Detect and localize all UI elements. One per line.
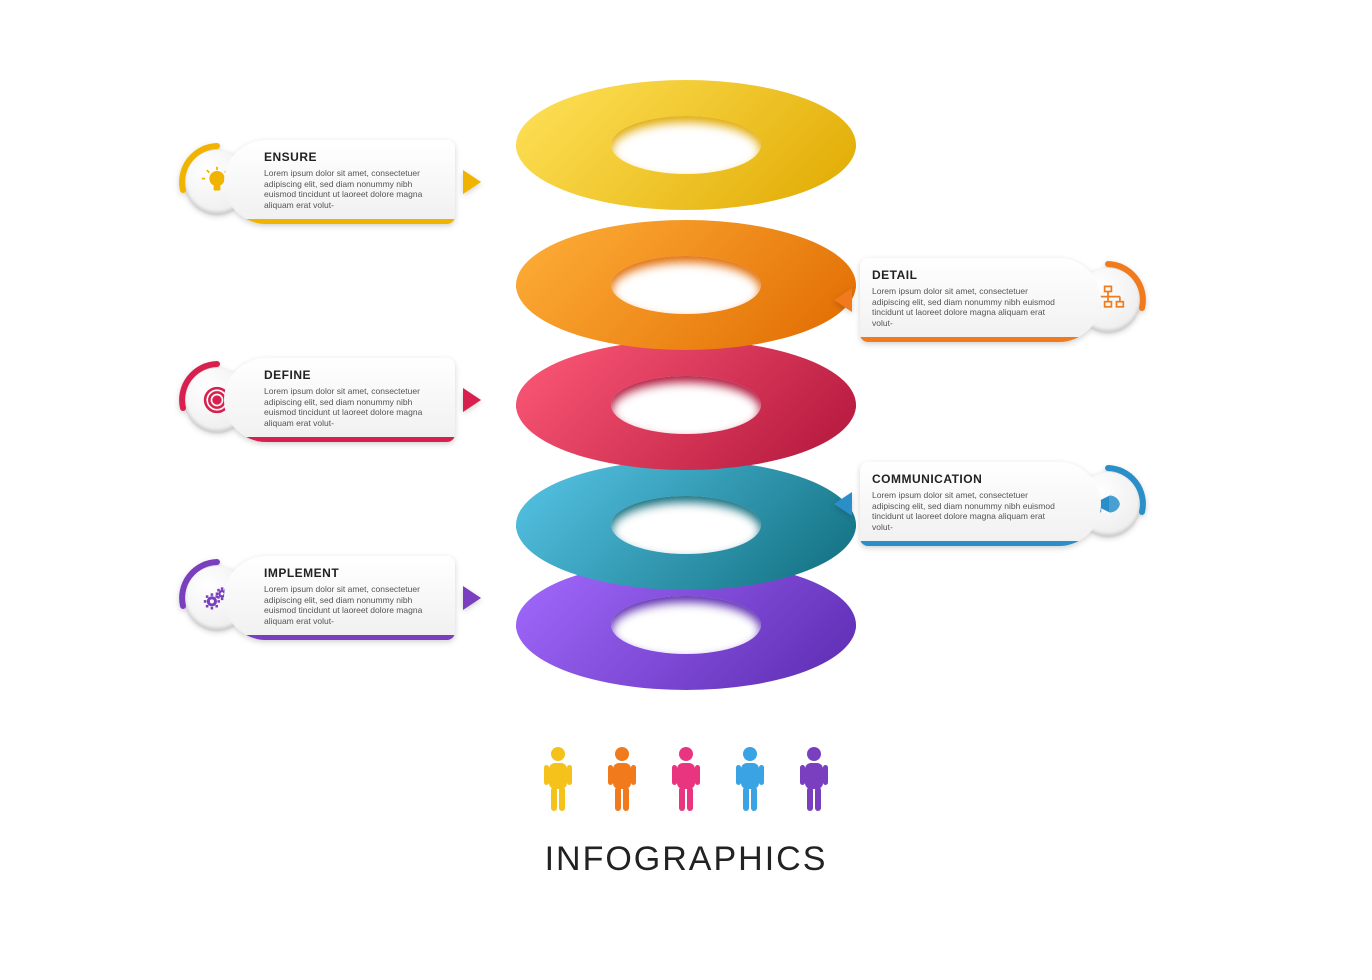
- card-body: IMPLEMENT Lorem ipsum dolor sit amet, con…: [224, 556, 455, 640]
- people-row: [541, 745, 831, 820]
- pointer-arrow: [463, 388, 481, 412]
- card-body: ENSURE Lorem ipsum dolor sit amet, consec…: [224, 140, 455, 224]
- person-icon: [733, 745, 767, 820]
- ring-3: [516, 460, 856, 590]
- person-icon: [669, 745, 703, 820]
- card-title: COMMUNICATION: [872, 472, 1061, 486]
- card-text: Lorem ipsum dolor sit amet, consectetuer…: [872, 286, 1061, 329]
- card-text: Lorem ipsum dolor sit amet, consectetuer…: [872, 490, 1061, 533]
- card-define: DEFINE Lorem ipsum dolor sit amet, consec…: [175, 358, 455, 442]
- card-title: IMPLEMENT: [264, 566, 443, 580]
- page-title: INFOGRAPHICS: [545, 840, 828, 879]
- ring-hole: [611, 496, 761, 554]
- card-implement: IMPLEMENT Lorem ipsum dolor sit amet, con…: [175, 556, 455, 640]
- ring-hole: [611, 376, 761, 434]
- card-text: Lorem ipsum dolor sit amet, consectetuer…: [264, 584, 443, 627]
- ring-1: [516, 220, 856, 350]
- ring-2: [516, 340, 856, 470]
- ring-0: [516, 80, 856, 210]
- card-communication: COMMUNICATION Lorem ipsum dolor sit amet,…: [860, 462, 1150, 546]
- card-detail: DETAIL Lorem ipsum dolor sit amet, consec…: [860, 258, 1150, 342]
- person-icon: [605, 745, 639, 820]
- card-title: ENSURE: [264, 150, 443, 164]
- person-icon: [541, 745, 575, 820]
- pointer-arrow: [463, 586, 481, 610]
- card-body: COMMUNICATION Lorem ipsum dolor sit amet,…: [860, 462, 1101, 546]
- pointer-arrow: [834, 288, 852, 312]
- pointer-arrow: [834, 492, 852, 516]
- ring-hole: [611, 256, 761, 314]
- card-text: Lorem ipsum dolor sit amet, consectetuer…: [264, 168, 443, 211]
- person-icon: [797, 745, 831, 820]
- card-body: DEFINE Lorem ipsum dolor sit amet, consec…: [224, 358, 455, 442]
- card-text: Lorem ipsum dolor sit amet, consectetuer…: [264, 386, 443, 429]
- pointer-arrow: [463, 170, 481, 194]
- ring-hole: [611, 116, 761, 174]
- ring-hole: [611, 596, 761, 654]
- card-body: DETAIL Lorem ipsum dolor sit amet, consec…: [860, 258, 1101, 342]
- card-ensure: ENSURE Lorem ipsum dolor sit amet, consec…: [175, 140, 455, 224]
- card-title: DETAIL: [872, 268, 1061, 282]
- card-title: DEFINE: [264, 368, 443, 382]
